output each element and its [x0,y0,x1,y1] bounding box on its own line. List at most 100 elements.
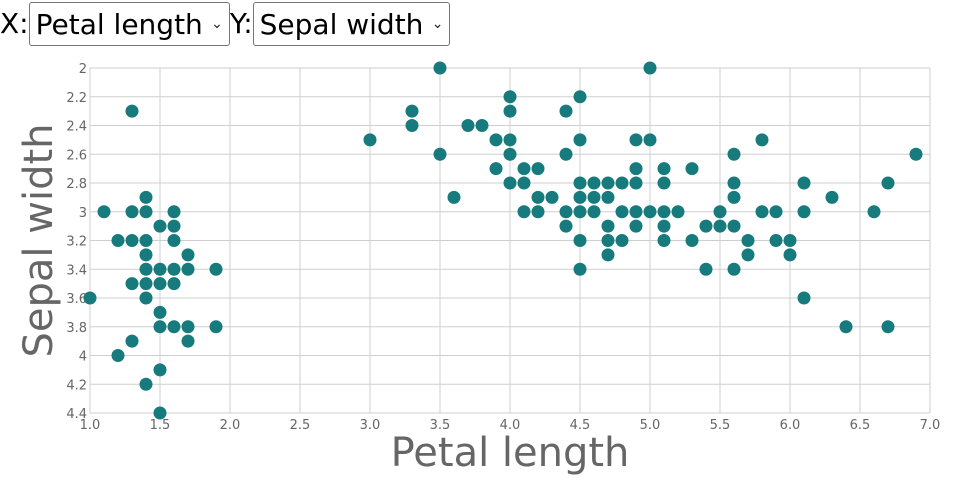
data-point [181,262,195,276]
data-point [111,234,125,247]
data-point [559,147,573,161]
data-point [363,133,377,147]
data-point [153,262,167,276]
data-point [601,176,615,190]
x-tick-label: 5.5 [710,418,731,433]
data-point [517,205,531,219]
data-point [657,176,671,190]
y-axis-label: Y: [229,7,253,40]
data-point [769,234,783,247]
data-point [153,277,167,291]
chevron-down-icon: ⌄ [211,16,223,32]
data-point [741,234,755,247]
chevron-down-icon: ⌄ [431,16,444,32]
data-point [657,219,671,233]
data-point [167,262,181,276]
data-point [111,349,125,362]
data-point [587,190,601,204]
y-tick-label: 2.6 [66,148,87,163]
x-tick-label: 6.0 [780,418,801,433]
data-point [615,234,629,247]
data-point [139,277,153,291]
data-point [587,205,601,219]
data-point [503,133,517,147]
data-point [531,162,545,176]
data-point [825,190,839,204]
data-point [587,176,601,190]
data-point [139,262,153,276]
data-point [433,147,447,161]
data-point [405,119,419,132]
data-point [139,234,153,247]
x-tick-label: 1.0 [80,418,101,433]
data-point [601,219,615,233]
data-point [629,205,643,219]
data-point [573,133,587,147]
data-point [685,162,699,176]
data-point [559,219,573,233]
data-point [167,234,181,247]
data-point [139,190,153,204]
y-tick-label: 3.8 [66,321,87,336]
x-tick-label: 2.0 [220,418,241,433]
y-tick-label: 3.6 [66,292,87,307]
axis-controls: X: Petal length ⌄ Y: Sepal width ⌄ [0,0,451,48]
data-point [573,205,587,219]
data-point [699,262,713,276]
y-tick-label: 4 [79,350,87,365]
data-point [629,133,643,147]
data-point [783,234,797,247]
x-axis-ticks: 1.0 1.5 2.0 2.5 3.0 3.5 4.0 4.5 5.0 5.5 6.0 6.5 7.0 [80,418,941,433]
grid [89,67,931,414]
data-point [153,219,167,233]
data-point [727,147,741,161]
scatter-chart: 1.0 1.5 2.0 2.5 3.0 3.5 4.0 4.5 5.0 5.5 6.0 6.5 7.0 … [16,61,941,476]
data-point [881,176,895,190]
data-point [139,377,153,391]
data-point [517,162,531,176]
y-axis-select-value: Sepal width [259,7,424,41]
data-points [83,61,923,420]
y-axis-select[interactable]: Sepal width ⌄ [252,2,451,46]
data-point [615,176,629,190]
data-point [629,219,643,233]
data-point [643,133,657,147]
data-point [727,176,741,190]
data-point [125,104,139,118]
data-point [125,334,139,348]
data-point [573,90,587,104]
x-tick-label: 5.0 [640,418,661,433]
x-axis-select-value: Petal length [35,7,203,41]
data-point [713,205,727,219]
data-point [797,291,811,305]
data-point [909,147,923,161]
data-point [867,205,881,219]
data-point [573,234,587,247]
data-point [699,219,713,233]
data-point [755,133,769,147]
data-point [573,262,587,276]
data-point [601,234,615,247]
y-tick-label: 2 [79,62,87,77]
data-point [503,90,517,104]
x-tick-label: 1.5 [150,418,171,433]
data-point [629,176,643,190]
data-point [531,190,545,204]
data-point [181,320,195,334]
y-tick-label: 2.4 [66,120,87,135]
data-point [797,176,811,190]
data-point [153,406,167,420]
y-axis-ticks: 2 2.2 2.4 2.6 2.8 3 3.2 3.4 3.6 3.8 4 4.2 4.4 [66,62,87,422]
x-axis-select[interactable]: Petal length ⌄ [28,2,230,46]
data-point [573,190,587,204]
data-point [503,176,517,190]
data-point [167,320,181,334]
data-point [139,291,153,305]
x-tick-label: 3.5 [430,418,451,433]
data-point [433,61,447,75]
data-point [643,61,657,75]
data-point [657,205,671,219]
data-point [629,162,643,176]
data-point [601,190,615,204]
data-point [461,119,475,132]
